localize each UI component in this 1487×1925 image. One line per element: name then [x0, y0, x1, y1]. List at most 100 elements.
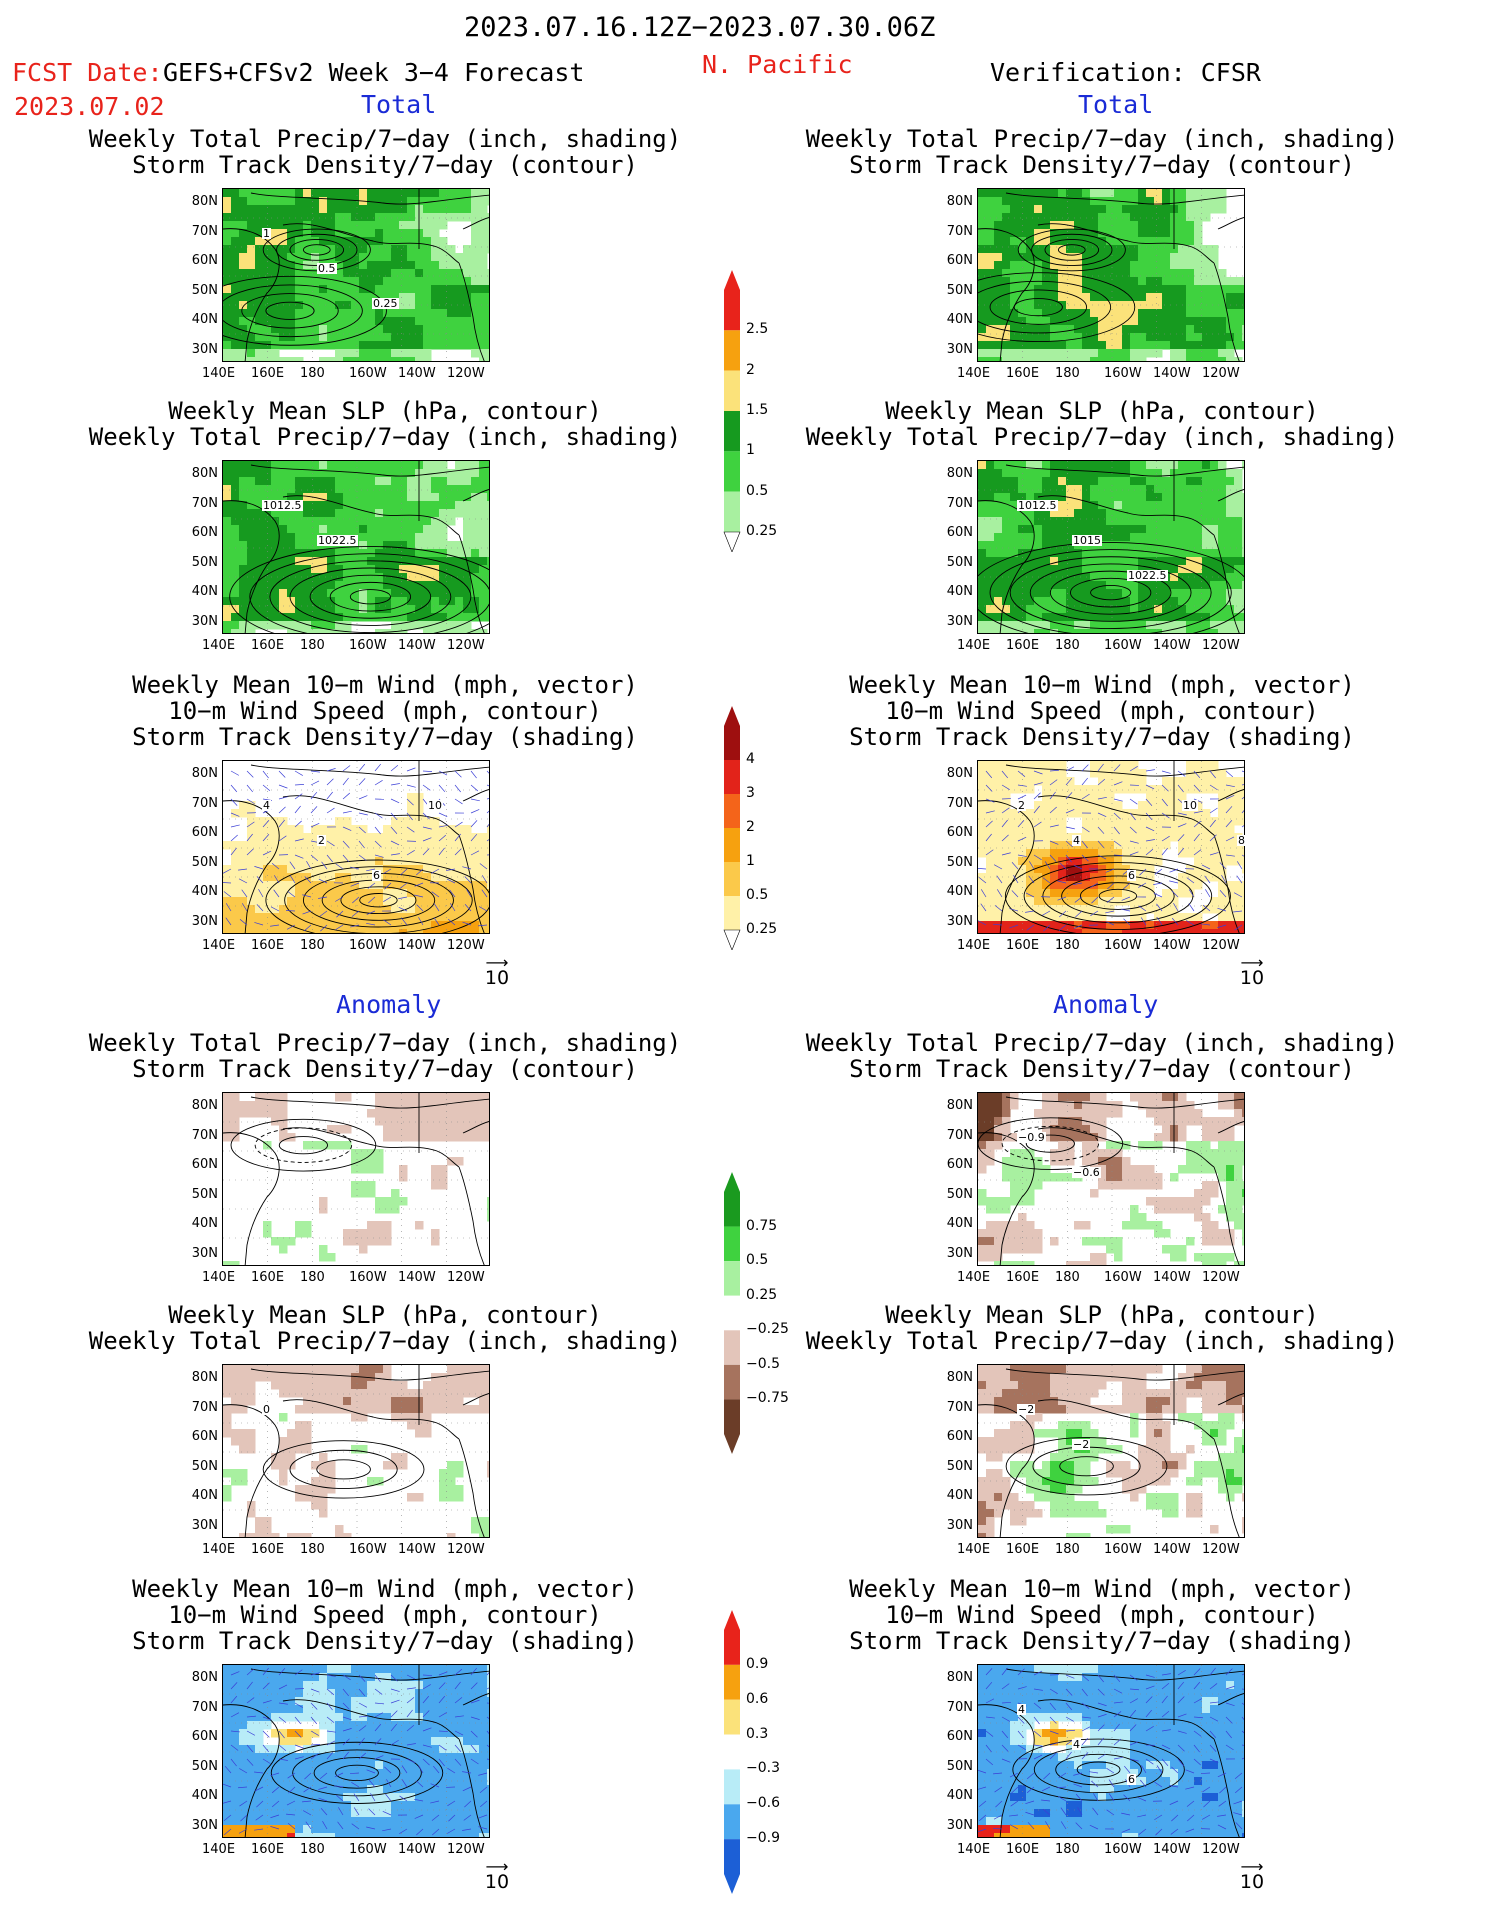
wind-vector [1001, 807, 1010, 814]
shading-cell [1082, 325, 1091, 334]
shading-cell [1050, 785, 1059, 794]
shading-cell [1130, 549, 1139, 558]
shading-cell [423, 205, 432, 214]
shading-cell [431, 213, 440, 222]
shading-cell [1090, 809, 1099, 818]
shading-cell [1162, 341, 1171, 350]
shading-cell [471, 485, 480, 494]
wind-vector [447, 918, 456, 926]
forecast-map [222, 1092, 490, 1266]
shading-cell [978, 285, 987, 294]
shading-cell [1122, 197, 1131, 206]
shading-cell [1234, 581, 1243, 590]
shading-cell [1034, 293, 1043, 302]
shading-cell [1186, 881, 1195, 890]
shading-cell [994, 817, 1003, 826]
shading-cell [994, 189, 1003, 198]
shading-cell [223, 1261, 232, 1265]
shading-cell [415, 905, 424, 914]
shading-cell [994, 277, 1003, 286]
shading-cell [994, 929, 1003, 933]
shading-cell [1010, 589, 1019, 598]
shading-cell [311, 629, 320, 633]
wind-vector [335, 863, 344, 870]
shading-cell [407, 237, 416, 246]
shading-cell [1066, 929, 1075, 933]
shading-cell [463, 261, 472, 270]
shading-cell [479, 605, 488, 614]
shading-cell [463, 621, 472, 630]
shading-cell [247, 597, 256, 606]
wind-vector [358, 763, 366, 772]
shading-cell [255, 525, 264, 534]
shading-cell [287, 493, 296, 502]
shading-cell [1082, 197, 1091, 206]
shading-cell [479, 349, 488, 358]
shading-cell [1090, 605, 1099, 614]
shading-cell [1194, 245, 1203, 254]
shading-cell [303, 1141, 312, 1150]
shading-cell [239, 525, 248, 534]
shading-cell [986, 325, 995, 334]
shading-cell [1218, 913, 1227, 922]
shading-cell [1122, 245, 1131, 254]
shading-cell [319, 613, 328, 622]
shading-cell [1114, 897, 1123, 906]
shading-cell [1090, 293, 1099, 302]
shading-cell [1146, 469, 1155, 478]
shading-cell [1130, 197, 1139, 206]
shading-cell [463, 849, 472, 858]
wind-vector [1186, 920, 1195, 926]
contour-line [1004, 855, 1231, 933]
shading-cell [1242, 621, 1244, 630]
shading-cell [463, 589, 472, 598]
shading-cell [1042, 1093, 1051, 1102]
shading-cell [1018, 301, 1027, 310]
shading-cell [231, 325, 240, 334]
shading-cell [463, 533, 472, 542]
wind-vector [1113, 840, 1122, 847]
shading-cell [1146, 613, 1155, 622]
shading-cell [1114, 809, 1123, 818]
shading-cell [1162, 301, 1171, 310]
shading-cell [399, 261, 408, 270]
shading-cell [1226, 525, 1235, 534]
shading-cell [1018, 477, 1027, 486]
shading-cell [1066, 629, 1075, 633]
shading-cell [1106, 221, 1115, 230]
shading-cell [463, 1101, 472, 1110]
shading-cell [1034, 253, 1043, 262]
shading-cell [1010, 341, 1019, 350]
shading-cell [479, 205, 488, 214]
shading-cell [407, 253, 416, 262]
shading-cell [415, 889, 424, 898]
shading-cell [1210, 277, 1219, 286]
shading-cell [263, 469, 272, 478]
shading-cell [439, 921, 448, 930]
shading-cell [487, 189, 489, 198]
shading-cell [1106, 897, 1115, 906]
shading-cell [1098, 341, 1107, 350]
shading-cell [359, 1181, 368, 1190]
shading-cell [978, 565, 987, 574]
shading-cell [994, 597, 1003, 606]
shading-cell [351, 349, 360, 358]
shading-cell [1122, 493, 1131, 502]
shading-cell [295, 573, 304, 582]
shading-cell [994, 809, 1003, 818]
shading-cell [455, 629, 464, 633]
fcst-date-value: 2023.07.02 [14, 92, 165, 121]
coastline [1213, 262, 1240, 361]
shading-cell [1130, 485, 1139, 494]
shading-cell [1202, 905, 1211, 914]
shading-cell [1218, 309, 1227, 318]
shading-cell [279, 509, 288, 518]
contour-label: 0.25 [372, 297, 399, 310]
shading-cell [1106, 761, 1115, 770]
shading-cell [1138, 477, 1147, 486]
shading-cell [1106, 921, 1115, 930]
shading-cell [439, 825, 448, 834]
shading-cell [279, 589, 288, 598]
shading-cell [1154, 785, 1163, 794]
shading-cell [391, 285, 400, 294]
